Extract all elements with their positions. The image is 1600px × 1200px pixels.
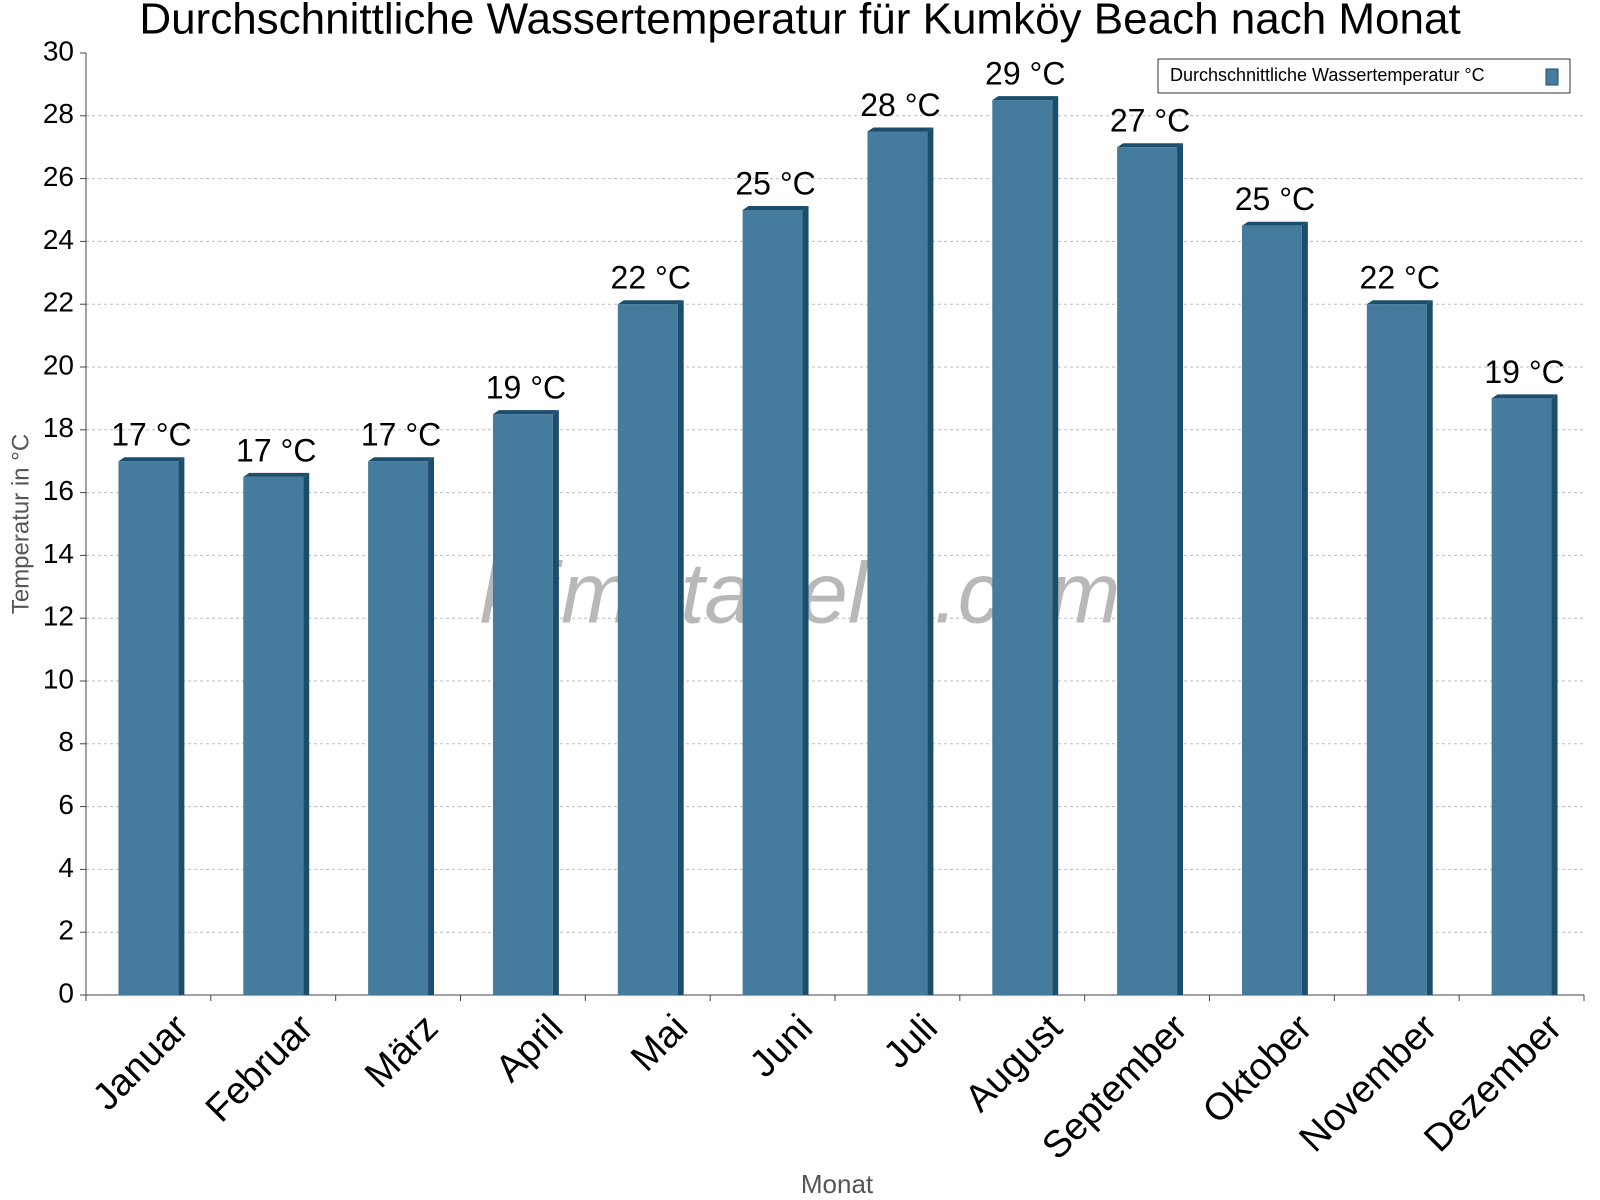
y-tick-label: 8 — [58, 726, 74, 757]
x-tick-label: Juni — [742, 1007, 821, 1086]
x-tick-label: Januar — [85, 1007, 197, 1119]
bar-top — [1491, 394, 1558, 399]
bar-top — [118, 457, 185, 462]
data-label: 25 °C — [1235, 181, 1315, 217]
y-axis-label: Temperatur in °C — [7, 434, 34, 614]
x-tick-label: Oktober — [1195, 1007, 1321, 1133]
data-label: 22 °C — [611, 260, 691, 296]
bar-side — [178, 457, 185, 995]
bar-group — [243, 472, 310, 995]
data-label: 22 °C — [1360, 260, 1440, 296]
bar-side — [428, 457, 435, 995]
bar-group — [867, 127, 934, 995]
y-tick-label: 6 — [58, 789, 74, 820]
data-label: 19 °C — [486, 370, 566, 406]
x-axis-label: Monat — [801, 1169, 874, 1199]
bar-side — [552, 410, 559, 996]
x-tick-label: August — [957, 1006, 1071, 1120]
x-tick-label: Juli — [876, 1007, 946, 1077]
bar-top — [243, 472, 310, 477]
bar-top — [368, 457, 435, 462]
bar-side — [1052, 96, 1059, 996]
y-tick-label: 20 — [43, 349, 74, 380]
bar-side — [1301, 221, 1308, 995]
bar-side — [303, 472, 310, 995]
bar-group — [742, 206, 809, 995]
bar-top — [1366, 300, 1433, 305]
bar-group — [617, 300, 684, 995]
bar — [243, 476, 304, 995]
data-label: 17 °C — [236, 432, 316, 468]
data-label: 17 °C — [361, 417, 441, 453]
bar — [867, 131, 928, 995]
bar-side — [1426, 300, 1433, 995]
y-tick-label: 2 — [58, 915, 74, 946]
bar — [617, 304, 678, 995]
bar — [492, 414, 553, 996]
x-tick-label: Februar — [198, 1007, 322, 1131]
bar-side — [802, 206, 809, 995]
bar-top — [742, 206, 809, 210]
y-tick-label: 14 — [43, 538, 74, 569]
bar — [742, 210, 803, 995]
data-label: 19 °C — [1484, 354, 1564, 390]
bar — [1117, 147, 1178, 995]
bar-top — [1117, 143, 1184, 148]
legend-label: Durchschnittliche Wassertemperatur °C — [1170, 65, 1485, 85]
legend-box — [1157, 58, 1571, 94]
y-tick-label: 30 — [43, 35, 74, 66]
bar-top — [992, 96, 1059, 101]
bar-group — [118, 457, 185, 995]
bar-top — [617, 300, 684, 305]
bar-side — [677, 300, 684, 995]
bar-group — [1366, 300, 1433, 995]
bar — [992, 100, 1053, 996]
bar-side — [1551, 394, 1558, 995]
bar-group — [492, 410, 559, 996]
bar-group — [1117, 143, 1184, 995]
bar-top — [867, 127, 934, 132]
bar-group — [368, 457, 435, 995]
data-label: 17 °C — [111, 417, 191, 453]
bar — [368, 461, 429, 995]
data-label: 28 °C — [860, 87, 940, 123]
x-tick-label: April — [488, 1007, 571, 1090]
y-tick-label: 0 — [58, 977, 74, 1008]
y-tick-label: 4 — [58, 852, 74, 883]
bar-top — [1241, 221, 1308, 226]
bar — [1491, 398, 1552, 995]
data-label: 29 °C — [985, 56, 1065, 92]
bar — [1241, 225, 1302, 995]
x-tick-label: März — [357, 1007, 446, 1096]
bar-group — [1491, 394, 1558, 995]
data-label: 25 °C — [735, 165, 815, 201]
bar-side — [1177, 143, 1184, 995]
bar-top — [492, 410, 559, 415]
y-tick-label: 24 — [43, 224, 74, 255]
bar-group — [1241, 221, 1308, 995]
y-tick-label: 18 — [43, 412, 74, 443]
y-tick-label: 10 — [43, 663, 74, 694]
y-tick-label: 22 — [43, 287, 74, 318]
bar-group — [992, 96, 1059, 996]
x-tick-label: Mai — [623, 1007, 696, 1080]
bar-side — [927, 127, 934, 995]
legend-swatch — [1545, 68, 1559, 86]
data-label: 27 °C — [1110, 103, 1190, 139]
y-tick-label: 12 — [43, 601, 74, 632]
y-tick-label: 28 — [43, 98, 74, 129]
chart-title: Durchschnittliche Wassertemperatur für K… — [139, 0, 1460, 44]
y-tick-label: 16 — [43, 475, 74, 506]
y-tick-label: 26 — [43, 161, 74, 192]
bar — [1366, 304, 1427, 995]
bar — [118, 461, 179, 995]
x-tick-label: Dezember — [1416, 1007, 1570, 1161]
